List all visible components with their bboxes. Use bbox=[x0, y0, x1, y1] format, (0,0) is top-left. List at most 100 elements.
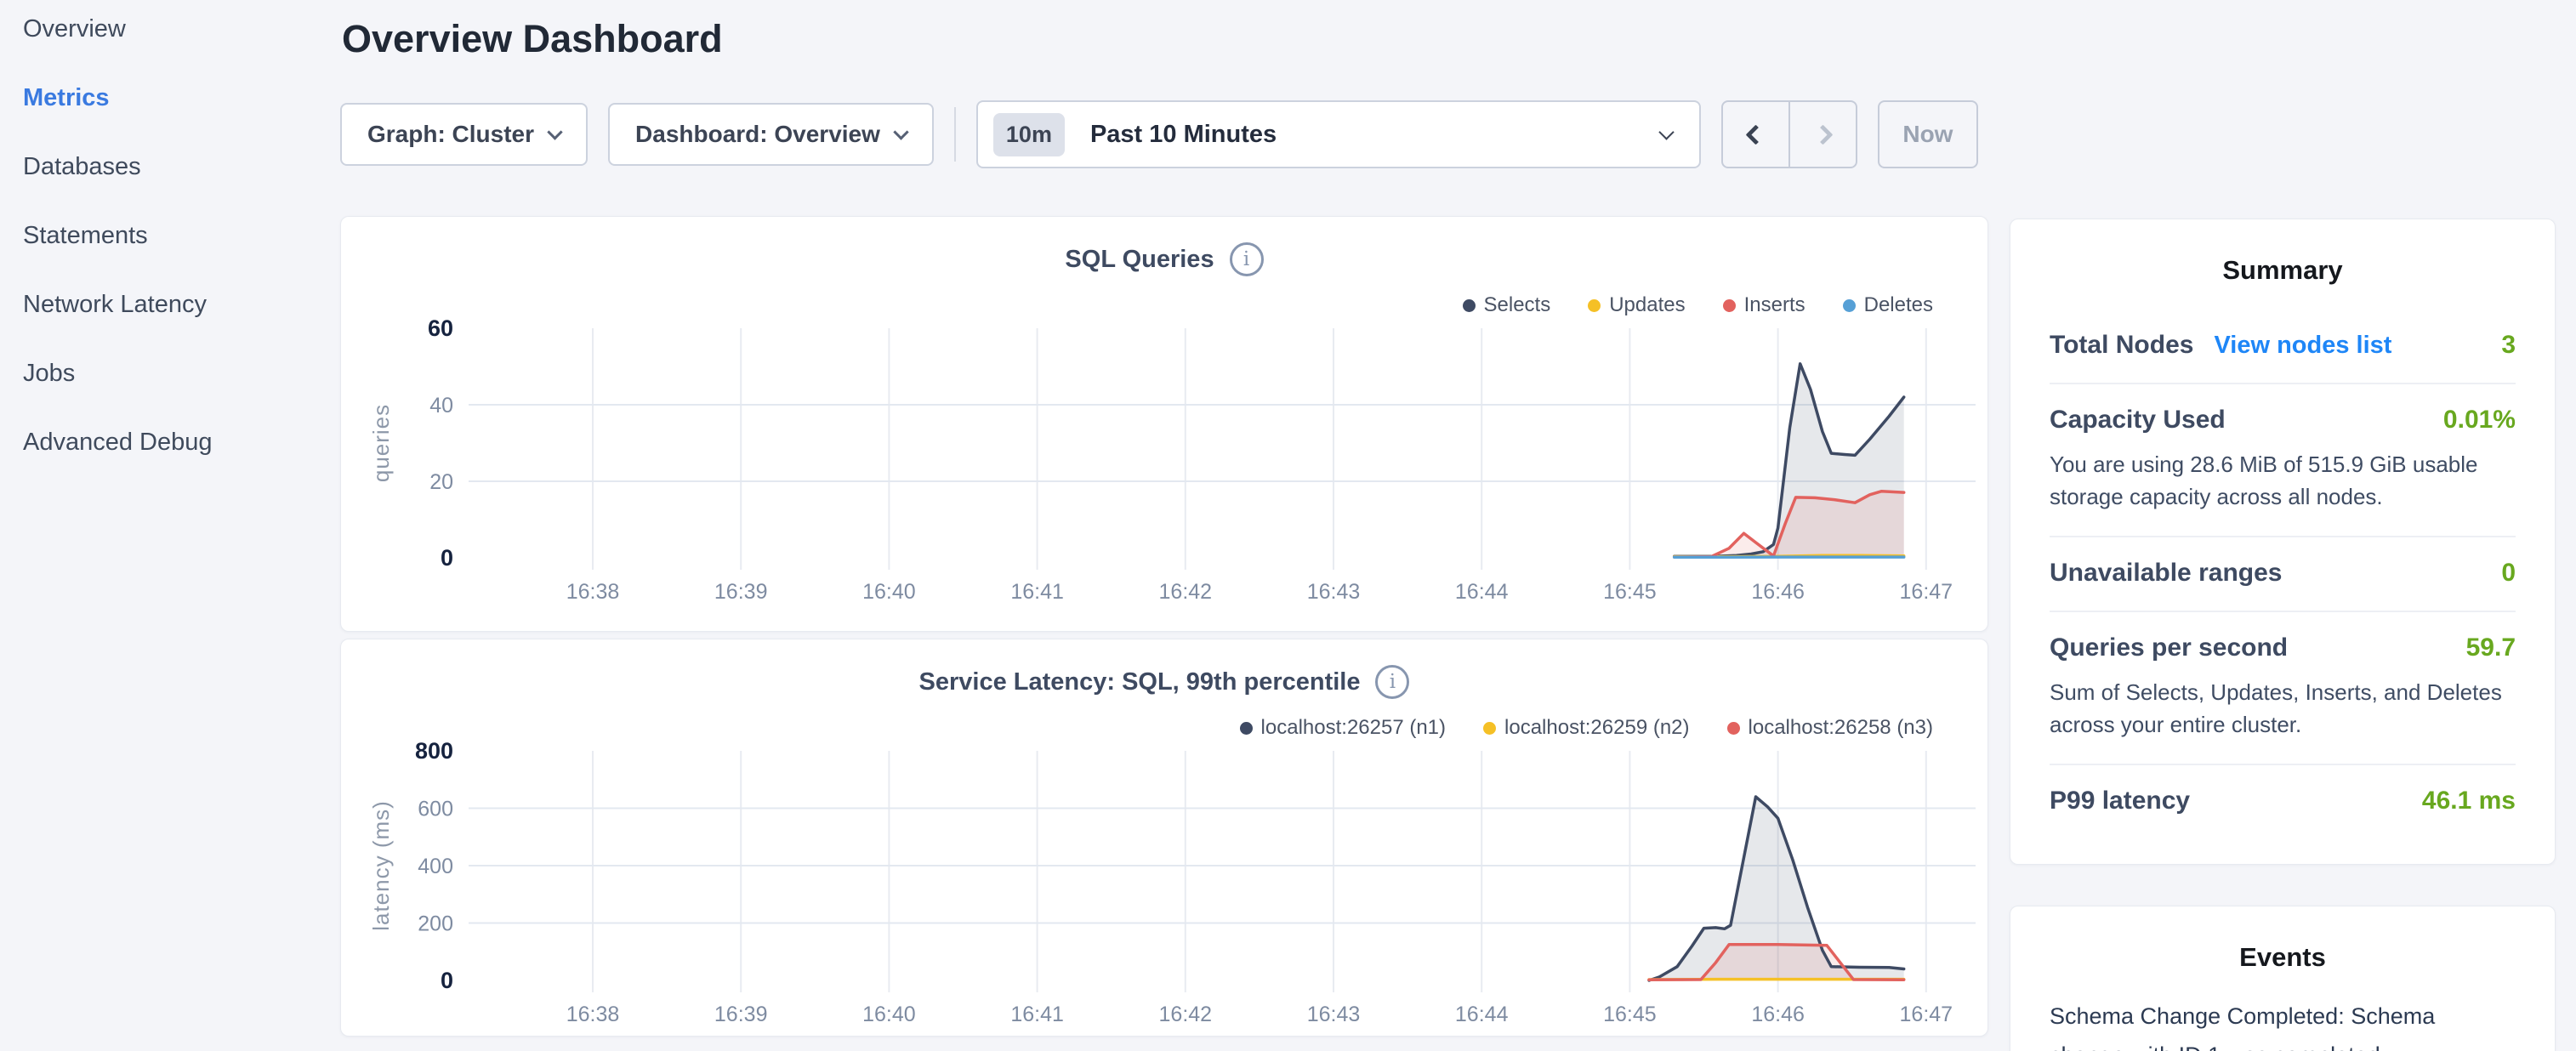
svg-text:200: 200 bbox=[418, 912, 453, 936]
info-icon[interactable]: i bbox=[1229, 242, 1264, 276]
svg-text:16:38: 16:38 bbox=[566, 1003, 620, 1026]
time-range-label: Past 10 Minutes bbox=[1089, 120, 1277, 148]
chevron-down-icon bbox=[893, 123, 909, 140]
summary-row-description: Sum of Selects, Updates, Inserts, and De… bbox=[2050, 679, 2502, 737]
time-prev-button[interactable] bbox=[1723, 102, 1788, 167]
summary-row-label: Total Nodes bbox=[2050, 331, 2194, 359]
legend-dot-icon bbox=[1726, 721, 1740, 735]
svg-text:40: 40 bbox=[429, 394, 453, 418]
summary-row-total-nodes: Total Nodes View nodes list 3 bbox=[2050, 310, 2516, 384]
time-next-button[interactable] bbox=[1788, 102, 1856, 167]
summary-row-description: You are using 28.6 MiB of 515.9 GiB usab… bbox=[2050, 452, 2478, 509]
svg-text:60: 60 bbox=[428, 315, 453, 341]
time-range-dropdown[interactable]: 10m Past 10 Minutes bbox=[975, 100, 1701, 168]
summary-rows: Total Nodes View nodes list 3 Capacity Used… bbox=[2050, 310, 2516, 838]
legend-item-selects: Selects bbox=[1462, 293, 1551, 317]
summary-row-p99-latency: P99 latency 46.1 ms bbox=[2050, 765, 2516, 838]
chart-legend: localhost:26257 (n1) localhost:26259 (n2)… bbox=[1239, 716, 1933, 740]
summary-row-head: P99 latency 46.1 ms bbox=[2050, 787, 2516, 815]
summary-row-value: 3 bbox=[2501, 331, 2516, 359]
summary-title: Summary bbox=[2222, 255, 2343, 285]
svg-text:16:47: 16:47 bbox=[1900, 1003, 1953, 1026]
summary-row-value: 0.01% bbox=[2442, 406, 2516, 434]
svg-text:16:38: 16:38 bbox=[566, 580, 620, 604]
sidebar-item-overview[interactable]: Overview bbox=[23, 15, 126, 43]
summary-row-label: Unavailable ranges bbox=[2050, 559, 2283, 587]
summary-row-label: P99 latency bbox=[2050, 787, 2191, 815]
chart-title: SQL Queries bbox=[1065, 245, 1214, 273]
svg-text:16:45: 16:45 bbox=[1603, 1003, 1657, 1026]
sidebar-item-statements[interactable]: Statements bbox=[23, 222, 148, 249]
svg-text:16:39: 16:39 bbox=[714, 580, 768, 604]
summary-row-value: 46.1 ms bbox=[2421, 787, 2516, 815]
time-range-badge: 10m bbox=[992, 112, 1065, 156]
chart-svg: 0 20 40 60 16:38 16:39 16:40 16:41 16:42 16:43 16:… bbox=[368, 315, 1976, 604]
svg-text:queries: queries bbox=[368, 404, 394, 482]
legend-label: localhost:26259 (n2) bbox=[1504, 716, 1690, 739]
sidebar-item-databases[interactable]: Databases bbox=[23, 153, 141, 180]
sidebar-nav: Overview Metrics Databases Statements Networ… bbox=[23, 17, 340, 455]
info-icon[interactable]: i bbox=[1375, 665, 1410, 699]
summary-row-head: Capacity Used 0.01% bbox=[2050, 406, 2516, 435]
page-title: Overview Dashboard bbox=[342, 17, 723, 60]
events-list: Schema Change Completed: Schema change w… bbox=[2050, 997, 2516, 1051]
summary-panel: Summary Total Nodes View nodes list 3 Capac… bbox=[2010, 219, 2556, 865]
graph-dropdown[interactable]: Graph: Cluster bbox=[340, 103, 589, 166]
summary-row-capacity-used: Capacity Used 0.01% You are using 28.6 MiB… bbox=[2050, 384, 2516, 537]
sidebar-item-network-latency[interactable]: Network Latency bbox=[23, 291, 207, 318]
legend-dot-icon bbox=[1239, 721, 1253, 735]
charts-container: SQL Queries i Selects Updates Inserts Deletes… bbox=[340, 216, 1988, 1037]
chart-panel-service-latency-sql-99th-percentile: Service Latency: SQL, 99th percentile i lo… bbox=[340, 639, 1988, 1037]
main-column: Overview Dashboard Graph: Cluster Dashbo… bbox=[340, 0, 1988, 1051]
summary-row-head: Total Nodes View nodes list 3 bbox=[2050, 331, 2516, 360]
summary-row-label: Queries per second bbox=[2050, 633, 2289, 662]
legend-label: Selects bbox=[1483, 293, 1551, 316]
svg-text:800: 800 bbox=[415, 738, 453, 764]
chevron-down-icon bbox=[547, 123, 563, 140]
svg-text:16:46: 16:46 bbox=[1751, 1003, 1805, 1026]
svg-text:16:43: 16:43 bbox=[1307, 580, 1361, 604]
now-button[interactable]: Now bbox=[1877, 100, 1978, 168]
toolbar-divider bbox=[953, 107, 956, 162]
summary-row-value: 0 bbox=[2501, 559, 2516, 587]
dashboard-dropdown[interactable]: Dashboard: Overview bbox=[608, 103, 934, 166]
events-title: Events bbox=[2239, 942, 2326, 972]
svg-text:16:39: 16:39 bbox=[714, 1003, 768, 1026]
summary-row-label: Capacity Used bbox=[2050, 406, 2226, 434]
summary-row-head: Unavailable ranges 0 bbox=[2050, 559, 2516, 588]
right-column: Summary Total Nodes View nodes list 3 Capac… bbox=[2010, 219, 2556, 1051]
legend-item-updates: Updates bbox=[1588, 293, 1686, 317]
legend-label: localhost:26258 (n3) bbox=[1748, 716, 1933, 739]
legend-dot-icon bbox=[1722, 298, 1736, 312]
svg-text:20: 20 bbox=[429, 470, 453, 494]
chart-panel-sql-queries: SQL Queries i Selects Updates Inserts Deletes… bbox=[340, 216, 1988, 632]
svg-text:400: 400 bbox=[418, 855, 453, 878]
svg-text:16:44: 16:44 bbox=[1455, 580, 1509, 604]
sidebar-item-jobs[interactable]: Jobs bbox=[23, 360, 76, 387]
sidebar-item-metrics[interactable]: Metrics bbox=[23, 84, 110, 111]
svg-text:16:46: 16:46 bbox=[1751, 580, 1805, 604]
legend-item-inserts: Inserts bbox=[1722, 293, 1805, 317]
legend-dot-icon bbox=[1483, 721, 1497, 735]
sidebar-item-advanced-debug[interactable]: Advanced Debug bbox=[23, 429, 213, 456]
events-panel: Events Schema Change Completed: Schema c… bbox=[2010, 906, 2556, 1051]
legend-label: Deletes bbox=[1863, 293, 1933, 316]
legend-item-localhost-26259-n2: localhost:26259 (n2) bbox=[1483, 716, 1690, 740]
toolbar: Graph: Cluster Dashboard: Overview 10m P… bbox=[340, 100, 1988, 168]
legend-item-localhost-26257-n1: localhost:26257 (n1) bbox=[1239, 716, 1447, 740]
legend-dot-icon bbox=[1588, 298, 1601, 312]
summary-row-head: Queries per second 59.7 bbox=[2050, 633, 2516, 662]
legend-item-deletes: Deletes bbox=[1842, 293, 1933, 317]
svg-text:16:41: 16:41 bbox=[1010, 580, 1064, 604]
legend-label: Updates bbox=[1609, 293, 1686, 316]
sidebar: Overview Metrics Databases Statements Networ… bbox=[0, 0, 340, 1051]
svg-text:16:47: 16:47 bbox=[1900, 580, 1953, 604]
time-step-group bbox=[1720, 100, 1857, 168]
view-nodes-list-link[interactable]: View nodes list bbox=[2214, 332, 2392, 359]
svg-text:16:41: 16:41 bbox=[1010, 1003, 1064, 1026]
summary-row-unavailable-ranges: Unavailable ranges 0 bbox=[2050, 537, 2516, 612]
chart-svg: 0 200 400 600 800 16:38 16:39 16:40 16:41 16:42 16… bbox=[368, 738, 1976, 1026]
chevron-left-icon bbox=[1745, 123, 1766, 145]
legend-label: localhost:26257 (n1) bbox=[1260, 716, 1447, 739]
